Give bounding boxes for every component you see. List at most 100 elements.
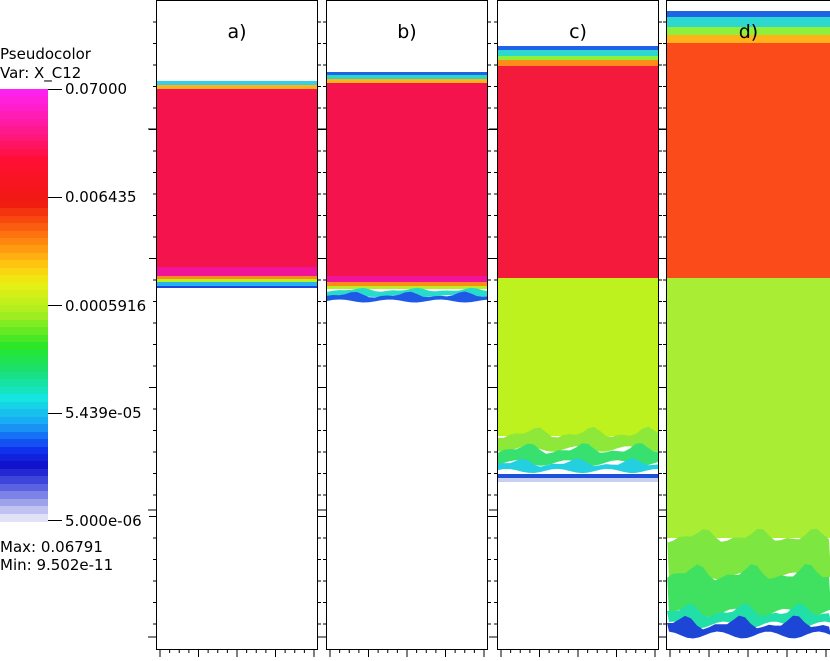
- colorbar-band: [0, 401, 48, 410]
- interface-bottom: [327, 282, 487, 286]
- colorbar-band: [0, 491, 48, 500]
- colorbar-band: [0, 409, 48, 418]
- mixing-edge-top: [667, 27, 830, 35]
- colorbar-band: [0, 513, 48, 522]
- colorbar-tick-label: 5.439e-05: [65, 404, 142, 422]
- magenta-band: [327, 276, 487, 282]
- panel-label: b): [397, 21, 417, 43]
- panel-label: a): [227, 21, 247, 43]
- panel-a-plot: [157, 81, 317, 288]
- colorbar-band: [0, 372, 48, 381]
- colorbar: [0, 89, 48, 522]
- colorbar-band: [0, 193, 48, 202]
- panel-b: b): [326, 0, 488, 650]
- colorbar-band: [0, 357, 48, 366]
- colorbar-band: [0, 416, 48, 425]
- colorbar-band: [0, 223, 48, 232]
- interface-bottom: [498, 474, 658, 478]
- colorbar-band: [0, 290, 48, 299]
- panel-b-plot: [327, 72, 487, 303]
- colorbar-band: [0, 431, 48, 440]
- colorbar-band: [0, 103, 48, 112]
- carbon-rich-zone: [498, 66, 658, 278]
- colorbar-band: [0, 111, 48, 120]
- mixing-edge-top: [667, 17, 830, 27]
- colorbar-band: [0, 237, 48, 247]
- colorbar-band: [0, 156, 48, 165]
- magenta-band: [157, 267, 317, 276]
- colorbar-band: [0, 185, 48, 194]
- panel-a: a): [156, 0, 318, 650]
- colorbar-band: [0, 305, 48, 314]
- colorbar-band: [0, 282, 48, 291]
- colorbar-band: [0, 96, 48, 105]
- interface-bottom: [157, 282, 317, 286]
- colorbar-band: [0, 126, 48, 135]
- mixed-zone: [498, 426, 658, 452]
- carbon-rich-zone: [157, 89, 317, 269]
- colorbar-band: [0, 89, 48, 98]
- colorbar-band: [0, 245, 48, 254]
- colorbar-band: [0, 468, 48, 477]
- colorbar-band: [0, 178, 48, 187]
- colorbar-band: [0, 275, 48, 284]
- colorbar-tick-label: 5.000e-06: [65, 512, 142, 530]
- interface-bottom: [667, 641, 830, 649]
- colorbar-tick: [48, 197, 62, 198]
- colorbar-tick: [48, 520, 62, 521]
- colorbar-band: [0, 386, 48, 395]
- colorbar-band: [0, 342, 48, 351]
- colorbar-band: [0, 394, 48, 403]
- interface-bottom: [157, 279, 317, 282]
- panel-c: c): [497, 0, 659, 650]
- colorbar-band: [0, 148, 48, 157]
- colorbar-band: [0, 319, 48, 328]
- legend-variable: Var: X_C12: [0, 64, 82, 82]
- colorbar-band: [0, 141, 48, 150]
- colorbar-band: [0, 252, 48, 261]
- colorbar-band: [0, 208, 48, 217]
- colorbar-band: [0, 483, 48, 492]
- colorbar-band: [0, 260, 48, 269]
- mixing-edge-top: [498, 60, 658, 66]
- colorbar-tick-label: 0.07000: [65, 80, 128, 98]
- panel-label: d): [738, 21, 759, 43]
- colorbar-band: [0, 312, 48, 321]
- colorbar-band: [0, 349, 48, 358]
- mixing-edge-top: [327, 75, 487, 79]
- colorbar-band: [0, 453, 48, 463]
- colorbar-band: [0, 163, 48, 172]
- colorbar-band: [0, 498, 48, 507]
- mixed-zone: [667, 564, 830, 618]
- colorbar-tick-label: 0.0005916: [65, 297, 147, 315]
- interface-bottom: [327, 286, 487, 289]
- interface-bottom: [327, 291, 487, 303]
- interface-bottom: [157, 276, 317, 279]
- colorbar-tick: [48, 305, 62, 306]
- colorbar-band: [0, 118, 48, 127]
- carbon-rich-zone: [327, 83, 487, 279]
- colorbar-band: [0, 200, 48, 209]
- colorbar-band: [0, 506, 48, 515]
- colorbar-tick-label: 0.006435: [65, 188, 137, 206]
- mixing-edge-top: [157, 81, 317, 85]
- colorbar-band: [0, 230, 48, 239]
- carbon-rich-zone: [667, 43, 830, 278]
- mixed-zone: [498, 278, 658, 436]
- colorbar-band: [0, 334, 48, 343]
- interface-bottom: [157, 286, 317, 288]
- panel-label: c): [569, 21, 587, 43]
- mixed-zone: [498, 443, 658, 466]
- mixed-zone: [667, 528, 830, 580]
- colorbar-band: [0, 461, 48, 470]
- mixing-edge-top: [498, 46, 658, 50]
- interface-bottom: [498, 458, 658, 474]
- colorbar-band: [0, 170, 48, 179]
- panel-d-plot: [667, 11, 830, 649]
- legend-title: Pseudocolor: [0, 45, 91, 63]
- mixing-edge-top: [327, 79, 487, 83]
- mixing-edge-top: [157, 85, 317, 89]
- colorbar-band: [0, 379, 48, 388]
- data-min: Min: 9.502e-11: [0, 556, 114, 574]
- mixing-edge-top: [667, 11, 830, 17]
